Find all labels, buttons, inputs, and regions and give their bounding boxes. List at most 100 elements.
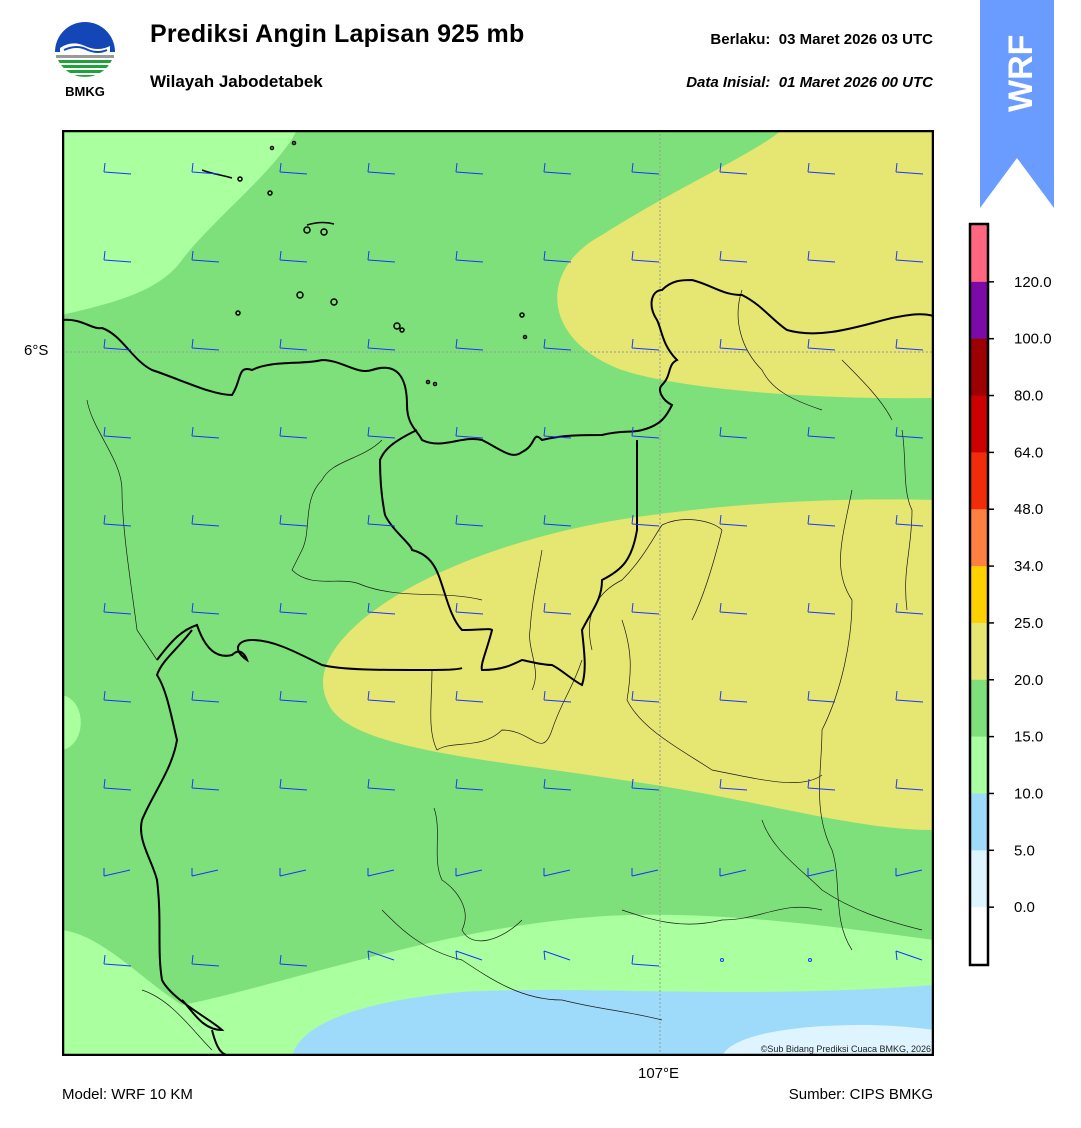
wind-barb <box>103 338 132 351</box>
bmkg-logo <box>55 22 115 82</box>
wind-barb <box>279 250 308 263</box>
wind-barb <box>455 690 484 703</box>
wind-barb <box>807 602 836 615</box>
page-title: Prediksi Angin Lapisan 925 mb <box>150 20 525 48</box>
wind-barb <box>103 162 132 175</box>
wind-barb <box>631 426 660 439</box>
district-borders <box>86 289 923 1051</box>
wind-barb <box>279 426 308 439</box>
wind-calm-marker <box>720 958 724 962</box>
wind-barb <box>543 338 572 351</box>
wind-barb <box>719 162 748 175</box>
wind-barb <box>543 514 572 527</box>
source-label: Sumber: CIPS BMKG <box>788 1086 933 1103</box>
wind-barb <box>895 426 924 439</box>
wind-barb <box>543 690 572 703</box>
wind-barb <box>367 250 396 263</box>
wind-barb <box>895 514 924 527</box>
wind-barb <box>455 162 484 175</box>
wrf-badge: WRF <box>980 0 1054 208</box>
colorbar-block <box>971 736 987 794</box>
wind-barb <box>191 868 219 877</box>
colorbar-label: 15.0 <box>1014 729 1043 746</box>
colorbar-label: 100.0 <box>1014 331 1052 348</box>
longitude-label: 107°E <box>638 1065 680 1082</box>
colorbar-label: 34.0 <box>1014 558 1043 575</box>
islands <box>201 140 528 387</box>
colorbar-block <box>971 338 987 397</box>
wind-barb <box>895 778 924 791</box>
model-label: Model: WRF 10 KM <box>62 1086 193 1103</box>
colorbar-block <box>971 907 987 965</box>
colorbar-label: 10.0 <box>1014 785 1043 802</box>
wind-barb <box>543 602 572 615</box>
wind-barb <box>103 250 132 263</box>
colorbar: 120.0 100.0 80.0 64.0 48.0 34.0 25.0 20.0 15.0 10… <box>968 222 1052 967</box>
colorbar-label: 25.0 <box>1014 615 1043 632</box>
wind-barb <box>367 426 396 439</box>
latitude-label: 6°S <box>24 342 49 359</box>
colorbar-block <box>971 566 987 624</box>
wind-barb <box>895 250 924 263</box>
wind-zone-light-green-west <box>62 695 81 750</box>
wind-barb <box>455 338 484 351</box>
wind-barb <box>631 778 660 791</box>
colorbar-label: 80.0 <box>1014 388 1043 405</box>
wind-barb <box>455 778 484 791</box>
wind-barb <box>455 602 484 615</box>
wind-barb <box>103 602 132 615</box>
wind-barb <box>191 778 220 791</box>
wind-barb <box>191 426 220 439</box>
colorbar-block <box>971 281 987 340</box>
wind-barb <box>895 690 924 703</box>
wind-barb <box>543 426 572 439</box>
colorbar-label: 64.0 <box>1014 444 1043 461</box>
wind-barb <box>191 690 220 703</box>
wind-barb <box>719 338 748 351</box>
wind-barb <box>895 868 923 877</box>
wind-barb <box>807 426 836 439</box>
wind-barb <box>631 954 660 967</box>
wind-barb <box>367 602 396 615</box>
copyright-text: ©Sub Bidang Prediksi Cuaca BMKG, 2026 <box>760 1044 931 1054</box>
wind-barb <box>631 514 660 527</box>
border-banten <box>140 629 225 1032</box>
wind-barb <box>279 514 308 527</box>
wind-barb <box>191 602 220 615</box>
wind-barb <box>543 778 572 791</box>
colorbar-block <box>971 452 987 510</box>
wind-barb <box>807 514 836 527</box>
wind-barb <box>895 950 923 961</box>
wind-barb <box>279 602 308 615</box>
wind-barb <box>367 338 396 351</box>
wind-barb <box>191 514 220 527</box>
colorbar-block <box>971 793 987 851</box>
colorbar-label: 5.0 <box>1014 842 1035 859</box>
colorbar-label: 20.0 <box>1014 672 1043 689</box>
wind-barb <box>279 954 308 967</box>
border-jakarta <box>378 429 639 687</box>
wind-barb <box>455 514 484 527</box>
wind-barb <box>279 778 308 791</box>
colorbar-block <box>971 225 987 283</box>
colorbar-label: 120.0 <box>1014 274 1052 291</box>
wind-barb <box>631 602 660 615</box>
wind-barb <box>455 426 484 439</box>
wind-barb <box>103 954 132 967</box>
colorbar-block <box>971 395 987 453</box>
wind-barb <box>103 690 132 703</box>
wind-barb <box>103 514 132 527</box>
wind-barb <box>103 868 131 877</box>
wind-barb <box>719 514 748 527</box>
wind-barb <box>367 514 396 527</box>
wind-barb <box>631 690 660 703</box>
colorbar-frame <box>968 222 990 967</box>
wind-barb <box>807 338 836 351</box>
wind-barb <box>719 868 747 877</box>
wind-barb <box>191 250 220 263</box>
wind-zone-light-green-nw <box>62 130 297 315</box>
wind-barb <box>631 868 659 877</box>
wind-barb <box>807 778 836 791</box>
wind-barb <box>455 250 484 263</box>
wind-barb <box>191 338 220 351</box>
